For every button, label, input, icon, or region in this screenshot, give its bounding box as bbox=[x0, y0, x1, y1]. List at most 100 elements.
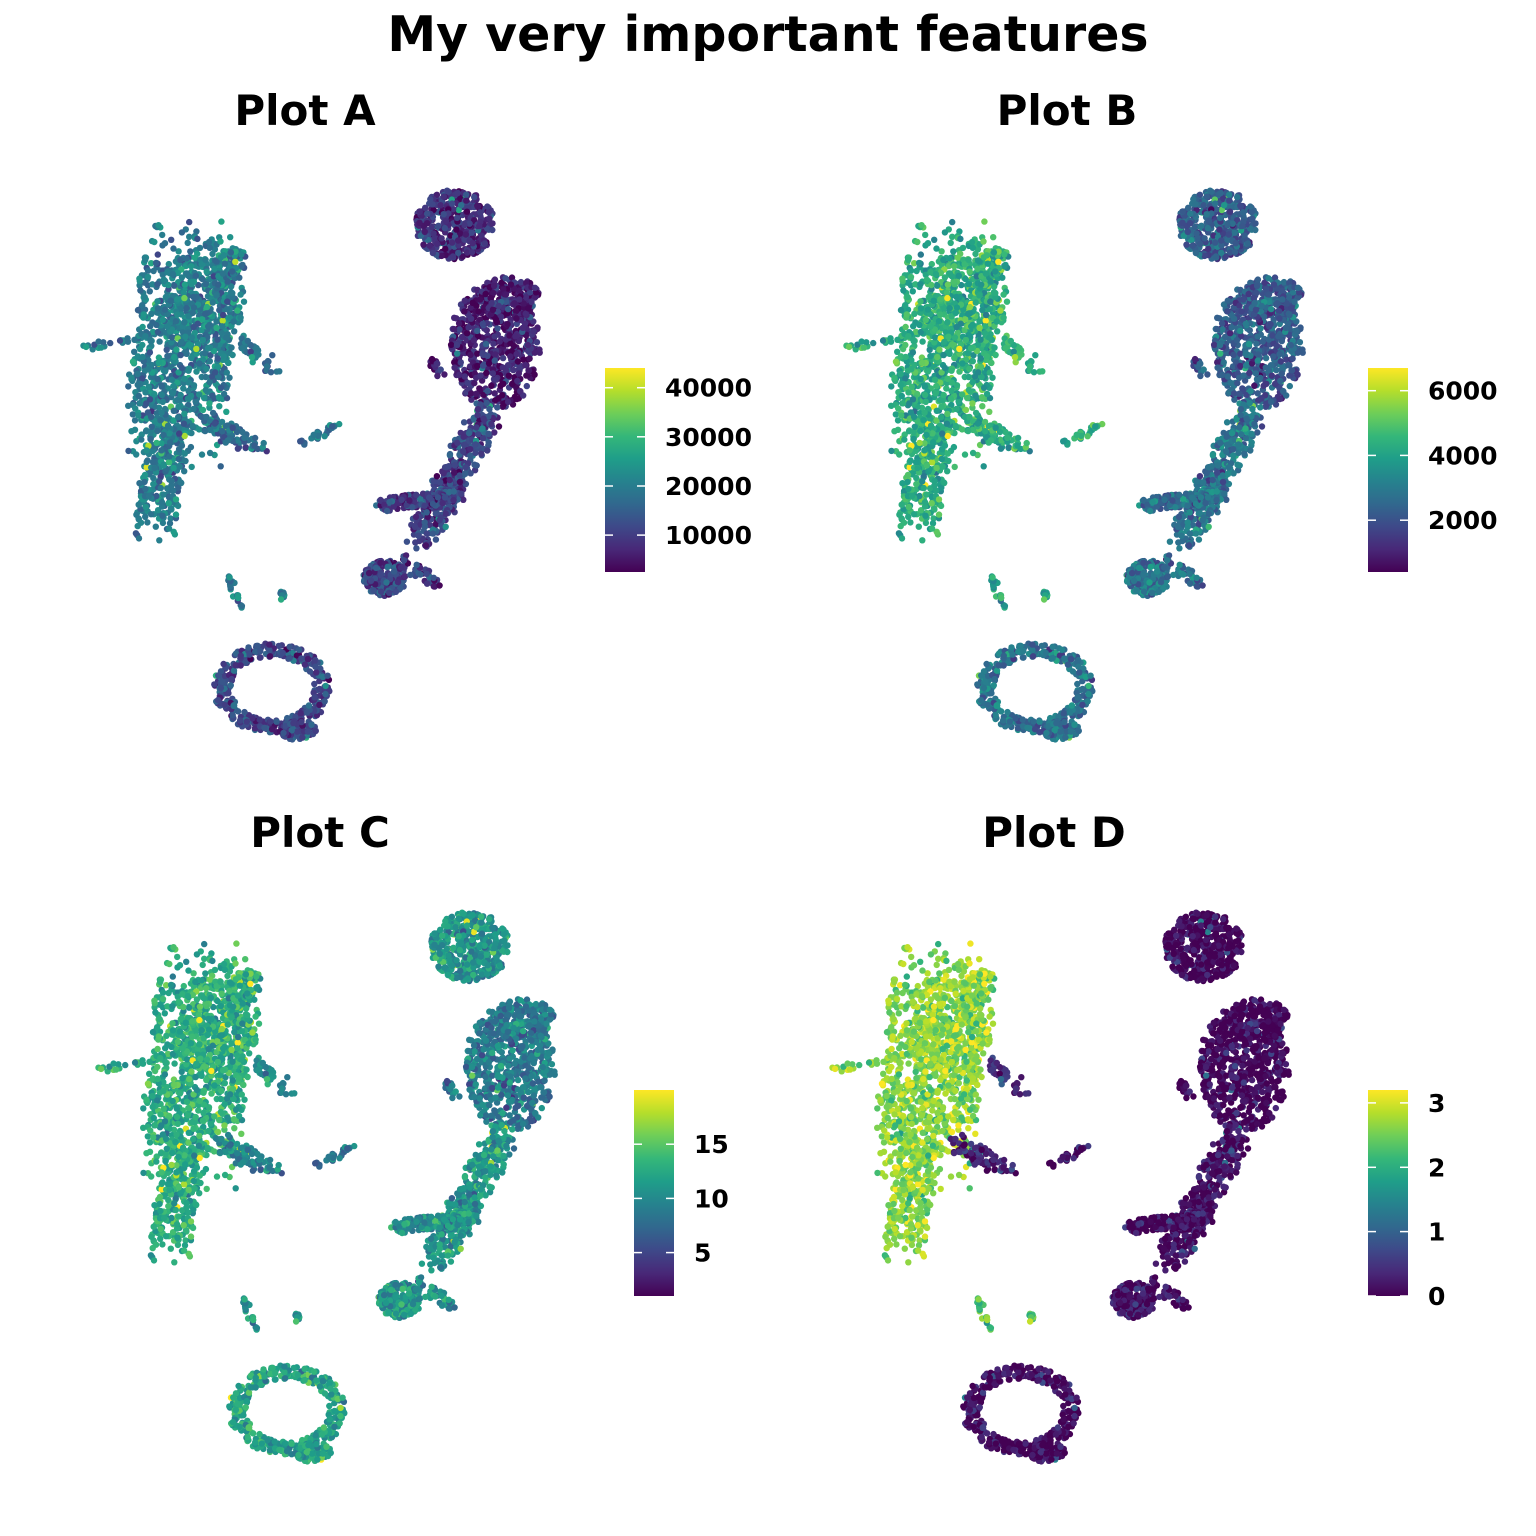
scatter-point bbox=[531, 284, 539, 291]
scatter-point bbox=[917, 375, 924, 383]
scatter-point bbox=[491, 429, 498, 436]
scatter-point bbox=[902, 323, 909, 331]
scatter-point bbox=[216, 403, 223, 410]
scatter-point bbox=[237, 662, 244, 669]
scatter-point bbox=[196, 244, 204, 252]
scatter-point bbox=[268, 726, 276, 733]
scatter-point bbox=[215, 281, 222, 288]
scatter-point bbox=[154, 375, 161, 383]
scatter-point bbox=[483, 369, 490, 377]
scatter-point bbox=[915, 259, 923, 267]
scatter-point bbox=[97, 344, 105, 351]
scatter-point bbox=[166, 453, 173, 460]
scatter-point bbox=[441, 371, 448, 378]
scatter-point bbox=[941, 229, 949, 236]
scatter-point bbox=[223, 306, 231, 313]
scatter-point bbox=[189, 309, 196, 316]
scatter-point bbox=[147, 413, 155, 420]
scatter-point bbox=[423, 570, 430, 577]
scatter-point bbox=[461, 297, 468, 304]
scatter-point bbox=[442, 523, 449, 530]
scatter-point bbox=[445, 463, 452, 470]
scatter-point bbox=[206, 358, 213, 365]
scatter-point bbox=[420, 241, 427, 248]
scatter-point bbox=[125, 447, 132, 455]
scatter-point bbox=[155, 359, 163, 366]
scatter-point bbox=[228, 344, 235, 351]
scatter-point bbox=[190, 382, 198, 389]
scatter-point bbox=[423, 530, 431, 537]
scatter-point bbox=[961, 451, 969, 458]
scatter-point bbox=[489, 370, 497, 377]
scatter-point bbox=[248, 354, 256, 361]
scatter-point bbox=[195, 281, 202, 289]
scatter-point bbox=[400, 557, 408, 564]
scatter-point bbox=[149, 459, 157, 466]
scatter-point bbox=[161, 368, 169, 375]
scatter-point bbox=[313, 669, 320, 676]
scatter-point bbox=[139, 323, 146, 331]
scatter-point bbox=[201, 310, 209, 317]
scatter-point bbox=[146, 349, 154, 356]
scatter-point bbox=[203, 365, 210, 372]
scatter-point bbox=[947, 239, 954, 247]
scatter-point bbox=[151, 465, 158, 472]
scatter-point bbox=[134, 306, 142, 314]
scatter-point bbox=[459, 448, 467, 455]
scatter-point bbox=[447, 341, 455, 348]
scatter-point bbox=[219, 678, 226, 686]
scatter-point bbox=[169, 390, 176, 397]
scatter-point bbox=[496, 338, 503, 345]
scatter-point bbox=[261, 724, 268, 731]
scatter-point bbox=[214, 336, 221, 343]
scatter-point bbox=[530, 328, 537, 335]
scatter-point bbox=[170, 282, 178, 289]
panel-title-a: Plot A bbox=[234, 86, 376, 135]
scatter-point bbox=[107, 339, 114, 347]
scatter-point bbox=[246, 651, 253, 658]
scatter-point bbox=[479, 425, 486, 432]
scatter-point bbox=[316, 701, 323, 708]
scatter-point bbox=[384, 563, 391, 570]
colorbar-tick-label: 10000 bbox=[665, 521, 752, 550]
scatter-point bbox=[491, 357, 498, 364]
scatter-point bbox=[468, 248, 476, 256]
scatter-point bbox=[433, 473, 441, 480]
scatter-point bbox=[217, 238, 224, 245]
scatter-point bbox=[298, 718, 305, 726]
scatter-point bbox=[164, 422, 172, 429]
scatter-point bbox=[131, 348, 138, 355]
scatter-point bbox=[324, 672, 331, 679]
scatter-point bbox=[227, 249, 235, 256]
scatter-point bbox=[411, 523, 419, 530]
scatter-point bbox=[131, 426, 139, 433]
scatter-point bbox=[157, 417, 164, 424]
scatter-point bbox=[156, 537, 163, 544]
scatter-point bbox=[160, 431, 167, 439]
scatter-point bbox=[992, 351, 999, 359]
scatter-point bbox=[463, 208, 471, 215]
scatter-point bbox=[238, 263, 245, 270]
scatter-point bbox=[924, 240, 932, 247]
scatter-point bbox=[902, 341, 909, 349]
scatter-point bbox=[454, 189, 461, 197]
scatter-point bbox=[181, 294, 188, 302]
scatter-point bbox=[462, 464, 469, 471]
scatter-point bbox=[144, 273, 152, 281]
scatter-point bbox=[451, 314, 458, 321]
scatter-point bbox=[442, 218, 450, 225]
scatter-point bbox=[180, 385, 187, 392]
scatter-point bbox=[217, 684, 225, 692]
scatter-point bbox=[455, 249, 462, 257]
scatter-point bbox=[170, 245, 177, 252]
scatter-point bbox=[507, 281, 515, 288]
panel-title-b: Plot B bbox=[996, 86, 1138, 135]
scatter-point bbox=[897, 381, 904, 389]
scatter-point bbox=[969, 400, 976, 407]
scatter-point bbox=[139, 302, 146, 309]
scatter-point bbox=[189, 422, 197, 430]
scatter-point bbox=[199, 336, 207, 344]
scatter-point bbox=[175, 455, 182, 463]
scatter-point bbox=[174, 311, 181, 318]
